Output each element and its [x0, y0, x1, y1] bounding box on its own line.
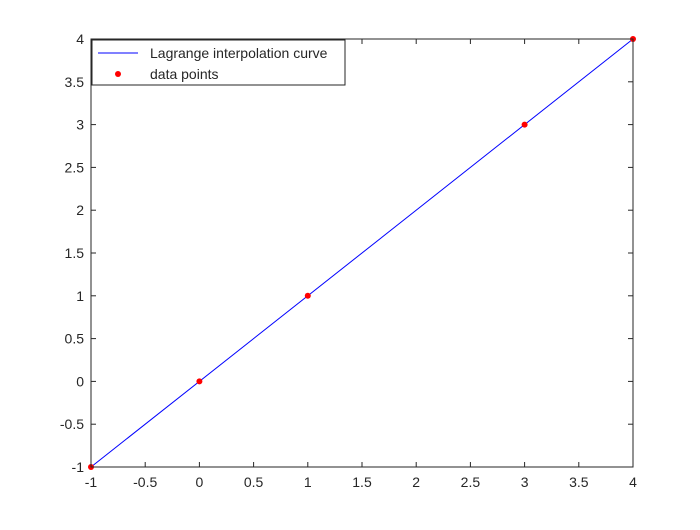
- y-tick-label: 2.5: [65, 159, 85, 175]
- y-tick-label: -1: [72, 459, 85, 475]
- x-tick-label: -1: [85, 474, 98, 490]
- y-tick-label: 0: [76, 373, 84, 389]
- x-tick-label: 1: [304, 474, 312, 490]
- x-tick-label: 0.5: [244, 474, 264, 490]
- y-tick-label: 2: [76, 202, 84, 218]
- x-tick-label: 1.5: [352, 474, 372, 490]
- series-line-lagrange-curve: [90, 38, 634, 468]
- y-tick-label: 1: [76, 288, 84, 304]
- y-tick-label: 3: [76, 117, 84, 133]
- data-point-marker: [304, 292, 311, 299]
- y-tick-label: 1.5: [65, 245, 85, 261]
- legend-box: [91, 39, 346, 86]
- ticks-layer: -1 -0.5 0 0.5 1 1.5 2 2.5 3 3.5 4 -1 -0.5 0 0.5 1 1.5 2 2.…: [60, 31, 637, 490]
- x-tick-label: 3.5: [569, 474, 589, 490]
- legend-marker-swatch: [115, 71, 121, 77]
- legend-label: data points: [150, 66, 219, 82]
- y-tick-label: -0.5: [60, 416, 84, 432]
- legend-label: Lagrange interpolation curve: [150, 45, 328, 61]
- x-tick-label: 2: [412, 474, 420, 490]
- y-tick-label: 0.5: [65, 331, 85, 347]
- x-tick-label: 4: [629, 474, 637, 490]
- x-tick-label: -0.5: [133, 474, 157, 490]
- y-tick-label: 4: [76, 31, 84, 47]
- x-tick-label: 3: [521, 474, 529, 490]
- data-point-marker: [196, 378, 203, 385]
- legend: Lagrange interpolation curve data points: [91, 39, 346, 86]
- data-point-marker: [521, 121, 528, 128]
- x-tick-label: 0: [196, 474, 204, 490]
- x-tick-label: 2.5: [461, 474, 481, 490]
- axes-box: [90, 38, 634, 468]
- y-tick-label: 3.5: [65, 74, 85, 90]
- plot-layer: [88, 36, 636, 470]
